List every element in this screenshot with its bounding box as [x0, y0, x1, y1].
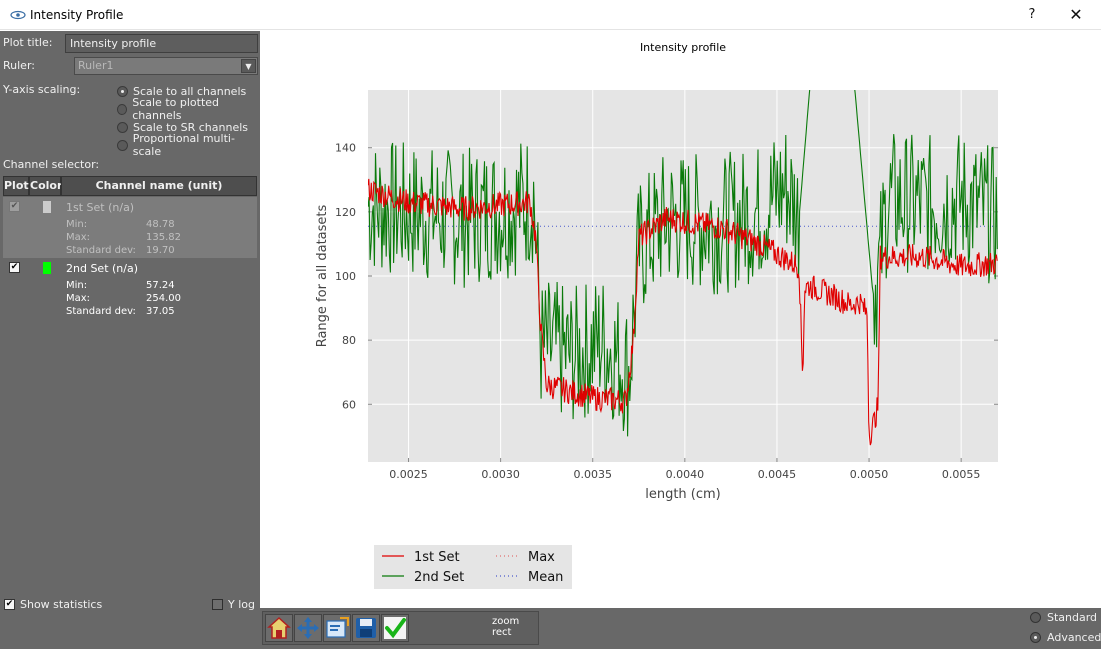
ylog-toggle[interactable]: Y log — [212, 598, 255, 611]
channel-selector-label: Channel selector: — [3, 158, 100, 171]
mode-advanced[interactable]: Advanced — [1030, 631, 1101, 644]
plot-checkbox[interactable]: ✔ — [9, 201, 20, 212]
legend-label: Max — [528, 550, 555, 565]
configure-button[interactable] — [323, 614, 351, 642]
ylog-label: Y log — [228, 598, 255, 611]
x-tick-label: 0.0025 — [389, 468, 428, 481]
x-tick-label: 0.0030 — [481, 468, 520, 481]
mode-standard[interactable]: Standard — [1030, 611, 1097, 624]
plot-title-input[interactable]: Intensity profile — [65, 34, 258, 53]
stat-max-label: Max: — [66, 293, 91, 304]
legend-label: 2nd Set — [414, 570, 464, 585]
show-statistics-label: Show statistics — [20, 598, 103, 611]
plot-title-label: Plot title: — [3, 36, 53, 49]
series-line-1st-set — [368, 178, 998, 446]
y-tick-label: 60 — [342, 398, 356, 411]
ruler-select[interactable]: Ruler1 ▼ — [74, 57, 258, 75]
radio-label: Proportional multi-scale — [132, 132, 235, 158]
y-tick-label: 140 — [335, 142, 356, 155]
pan-icon — [297, 617, 319, 639]
stat-max-value: 135.82 — [146, 232, 181, 243]
y-tick-label: 80 — [342, 334, 356, 347]
ylog-checkbox[interactable] — [212, 599, 223, 610]
plot-checkbox[interactable]: ✔ — [9, 262, 20, 273]
stat-sd-label: Standard dev: — [66, 245, 136, 256]
channel-row[interactable]: ✔ 2nd Set (n/a) Min: 57.24 Max: 254.00 S… — [3, 258, 257, 321]
stat-sd-value: 19.70 — [146, 245, 175, 256]
home-icon — [267, 616, 291, 639]
configure-icon — [326, 617, 349, 638]
plot-toolbar: zoom rect — [262, 611, 539, 645]
zoom-mode-label: zoom rect — [492, 616, 520, 638]
radio-label: Scale to SR channels — [133, 120, 249, 134]
intensity-chart[interactable]: 0.0025 0.0030 0.0035 0.0040 0.0045 0.0050 0.00… — [262, 31, 1101, 608]
save-icon — [356, 618, 376, 638]
stat-min-value: 57.24 — [146, 280, 175, 291]
legend-label: 1st Set — [414, 550, 460, 565]
radio-scale-plotted[interactable]: Scale to plotted channels — [117, 96, 260, 122]
channel-table-header: Plot Color Channel name (unit) — [3, 176, 257, 196]
close-button[interactable]: ✕ — [1069, 5, 1083, 24]
radio-dot[interactable] — [117, 103, 128, 115]
chart-title: Intensity profile — [640, 41, 726, 54]
y-tick-label: 120 — [335, 206, 356, 219]
col-color[interactable]: Color — [29, 176, 62, 196]
stat-max-label: Max: — [66, 232, 91, 243]
color-swatch[interactable] — [43, 262, 51, 274]
window-title: Intensity Profile — [30, 8, 124, 22]
stat-min-label: Min: — [66, 280, 88, 291]
show-statistics-checkbox[interactable]: ✔ — [4, 599, 15, 610]
radio-dot[interactable] — [1030, 632, 1041, 643]
stat-max-value: 254.00 — [146, 293, 181, 304]
title-bar: Intensity Profile ? ✕ — [0, 0, 1101, 30]
show-statistics-toggle[interactable]: ✔ Show statistics — [4, 598, 102, 611]
pan-button[interactable] — [294, 614, 322, 642]
plot-area: 0.0025 0.0030 0.0035 0.0040 0.0045 0.0050 0.00… — [262, 31, 1101, 608]
radio-proportional[interactable]: Proportional multi-scale — [117, 132, 260, 158]
mode-advanced-label: Advanced — [1047, 631, 1101, 644]
home-button[interactable] — [265, 614, 293, 642]
stat-sd-value: 37.05 — [146, 306, 175, 317]
mode-standard-label: Standard — [1047, 611, 1098, 624]
x-tick-label: 0.0040 — [666, 468, 705, 481]
stat-min-label: Min: — [66, 219, 88, 230]
radio-label: Scale to all channels — [133, 84, 247, 98]
settings-panel: Plot title: Intensity profile Ruler: Rul… — [0, 31, 260, 649]
chevron-down-icon[interactable]: ▼ — [241, 59, 256, 73]
legend-label: Mean — [528, 570, 563, 585]
series-line-2nd-set — [368, 90, 998, 437]
radio-dot[interactable] — [117, 85, 128, 97]
help-button[interactable]: ? — [1028, 7, 1036, 22]
y-tick-label: 100 — [335, 270, 356, 283]
radio-dot[interactable] — [117, 121, 128, 133]
radio-dot[interactable] — [117, 139, 128, 151]
stat-min-value: 48.78 — [146, 219, 175, 230]
col-channel-name[interactable]: Channel name (unit) — [61, 176, 257, 196]
yaxis-scaling-label: Y-axis scaling: — [3, 83, 81, 96]
col-plot[interactable]: Plot — [3, 176, 29, 196]
apply-check-icon — [384, 617, 406, 639]
channel-name: 2nd Set (n/a) — [66, 262, 139, 275]
stat-sd-label: Standard dev: — [66, 306, 136, 317]
radio-label: Scale to plotted channels — [132, 96, 220, 122]
radio-scale-all[interactable]: Scale to all channels — [117, 83, 246, 99]
x-tick-label: 0.0055 — [942, 468, 981, 481]
x-tick-label: 0.0050 — [850, 468, 889, 481]
legend-box — [374, 545, 572, 589]
x-axis-label: length (cm) — [645, 487, 721, 502]
x-tick-label: 0.0045 — [758, 468, 797, 481]
channel-name: 1st Set (n/a) — [66, 201, 135, 214]
ruler-selected-value: Ruler1 — [78, 59, 114, 72]
save-button[interactable] — [352, 614, 380, 642]
color-swatch[interactable] — [43, 201, 51, 213]
ruler-label: Ruler: — [3, 59, 35, 72]
apply-button[interactable] — [381, 614, 409, 642]
radio-scale-sr[interactable]: Scale to SR channels — [117, 119, 248, 135]
bottom-bar: zoom rect Standard Advanced — [260, 608, 1101, 649]
y-axis-label: Range for all datasets — [315, 204, 330, 347]
channel-row[interactable]: ✔ 1st Set (n/a) Min: 48.78 Max: 135.82 S… — [3, 197, 257, 258]
x-tick-label: 0.0035 — [573, 468, 612, 481]
app-eye-icon — [10, 10, 26, 20]
radio-dot[interactable] — [1030, 612, 1041, 623]
